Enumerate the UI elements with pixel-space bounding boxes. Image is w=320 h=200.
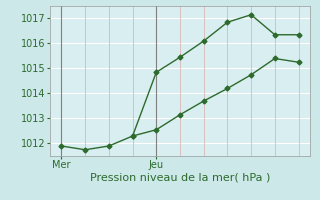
X-axis label: Pression niveau de la mer( hPa ): Pression niveau de la mer( hPa )	[90, 173, 270, 183]
